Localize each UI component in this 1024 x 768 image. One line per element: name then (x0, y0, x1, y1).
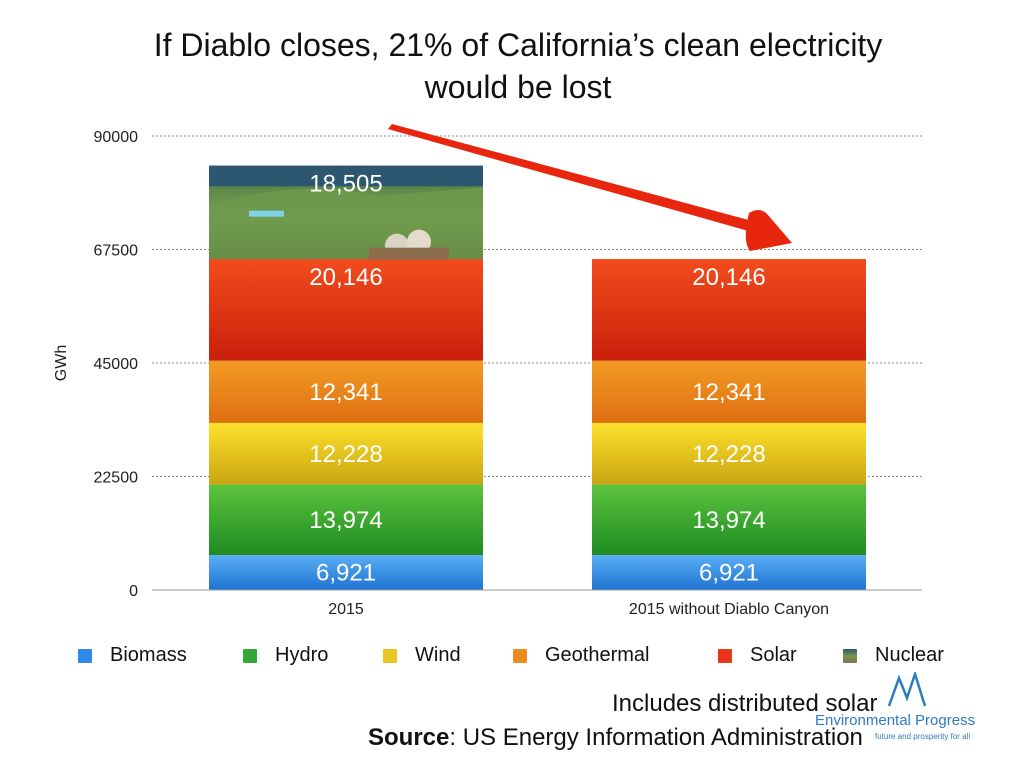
legend-swatch (843, 648, 857, 663)
legend-swatch (243, 648, 257, 663)
legend-label: Biomass (110, 644, 187, 666)
source-line: Source: US Energy Information Administra… (368, 724, 863, 752)
bar-segment-solar (592, 259, 866, 361)
bar-value-label: 13,974 (692, 507, 765, 534)
legend-swatch (383, 648, 397, 663)
nuclear-photo-sky (209, 165, 483, 187)
legend-item-solar: Solar (718, 644, 797, 667)
nuclear-photo-building (369, 247, 449, 260)
bar-segment-geothermal (209, 360, 483, 423)
y-tick-label: 67500 (94, 243, 139, 260)
legend-swatch (718, 648, 732, 663)
bar-value-label: 12,341 (692, 379, 765, 406)
legend-item-biomass: Biomass (78, 644, 187, 667)
y-tick-label: 45000 (94, 356, 139, 373)
trend-arrow-shaft (388, 124, 756, 232)
chart-title: If Diablo closes, 21% of California’s cl… (153, 27, 883, 105)
y-tick-label: 22500 (94, 470, 139, 487)
logo-name: Environmental Progress (815, 712, 976, 729)
legend-label: Wind (415, 644, 461, 666)
bar-value-label: 13,974 (309, 507, 382, 534)
legend-item-wind: Wind (383, 644, 461, 667)
bar-value-label: 18,505 (309, 171, 382, 198)
bar-segment-geothermal (592, 360, 866, 423)
legend-label: Hydro (275, 644, 329, 666)
bar-segment-hydro (592, 484, 866, 556)
y-tick-label: 90000 (94, 129, 139, 146)
bar-segment-wind (209, 422, 483, 485)
bar-segment-biomass (592, 555, 866, 590)
nuclear-photo-pool (249, 210, 284, 217)
bar-segment-hydro (209, 484, 483, 556)
bar-value-label: 20,146 (309, 264, 382, 291)
bar-value-label: 6,921 (316, 560, 376, 587)
bar-value-label: 12,228 (692, 441, 765, 468)
trend-arrow-head (745, 209, 792, 251)
legend-item-geothermal: Geothermal (513, 644, 650, 667)
logo-peaks-icon (887, 672, 927, 707)
bar-value-label: 20,146 (692, 264, 765, 291)
legend-item-hydro: Hydro (243, 644, 328, 667)
y-tick-label: 0 (129, 583, 138, 600)
source-label: Source (368, 724, 450, 751)
chart-note: Includes distributed solar (612, 690, 878, 717)
bar-segment-solar (209, 259, 483, 361)
legend-item-nuclear: Nuclear (843, 644, 944, 667)
chart-legend: Biomass Hydro Wind Geothermal Solar Nuclear (78, 644, 958, 670)
bar-segment-biomass (209, 555, 483, 590)
environmental-progress-logo: Environmental Progress future and prospe… (815, 672, 1015, 742)
legend-label: Solar (750, 644, 797, 666)
y-axis-label: GWh (53, 345, 70, 381)
logo-tagline: future and prosperity for all (875, 732, 971, 741)
bar-value-label: 6,921 (699, 560, 759, 587)
bar-segment-wind (592, 422, 866, 485)
legend-swatch (513, 648, 527, 663)
x-tick-label: 2015 (328, 601, 364, 618)
bar-value-label: 12,228 (309, 441, 382, 468)
legend-label: Nuclear (875, 644, 944, 666)
legend-swatch (78, 648, 92, 663)
source-text: : US Energy Information Administration (449, 724, 863, 751)
bar-value-label: 12,341 (309, 379, 382, 406)
x-tick-label: 2015 without Diablo Canyon (629, 601, 829, 618)
legend-label: Geothermal (545, 644, 650, 666)
